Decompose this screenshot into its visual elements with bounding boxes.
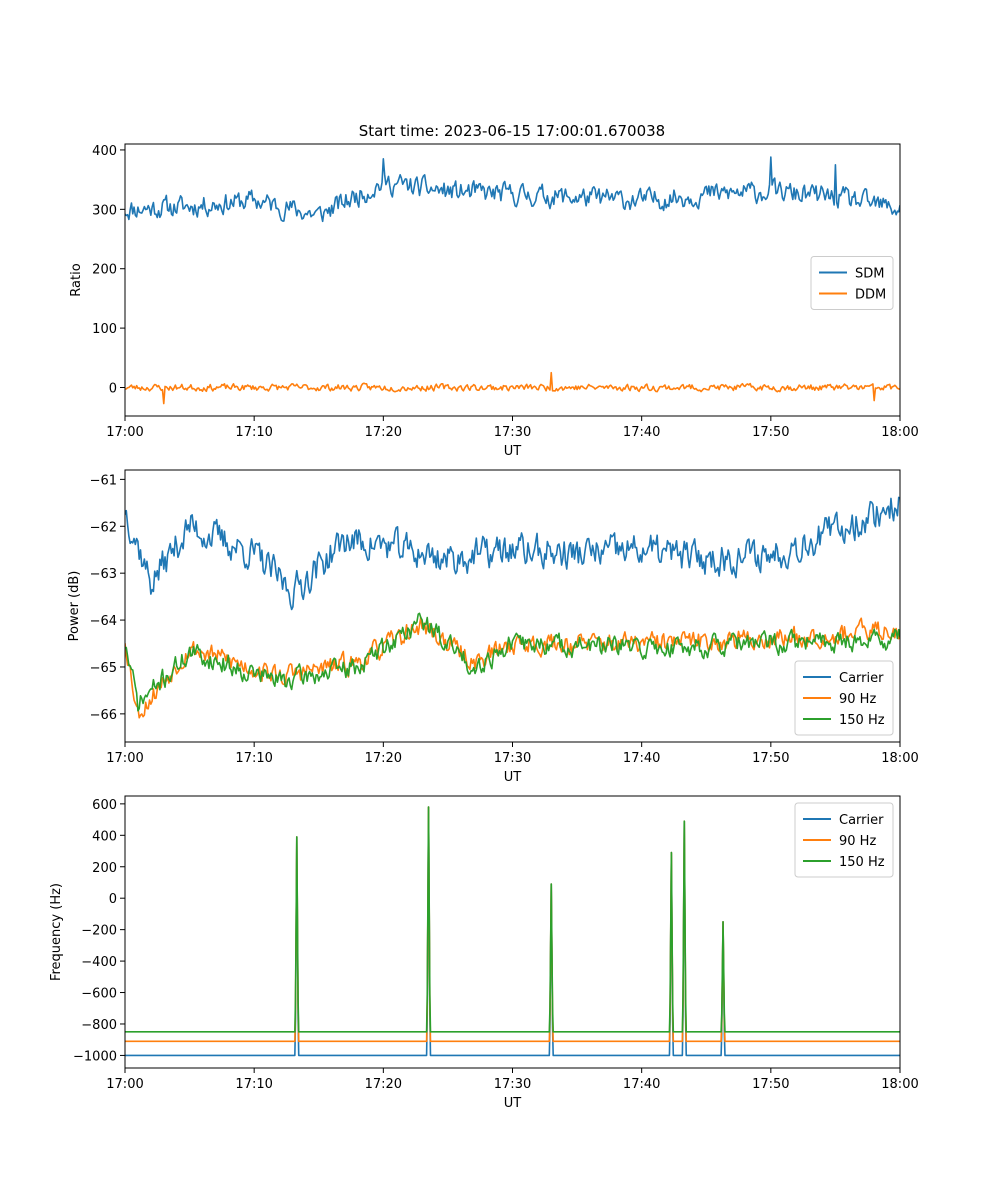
y-axis-label: Ratio	[69, 263, 84, 296]
y-axis-label: Frequency (Hz)	[49, 883, 64, 981]
legend: Carrier 90 Hz 150 Hz	[794, 802, 894, 878]
y-tick-label: −200	[81, 924, 117, 939]
legend: SDM DDM	[810, 256, 894, 310]
x-axis-label: UT	[504, 770, 522, 785]
y-tick-label: −65	[90, 661, 117, 676]
y-tick-label: −61	[90, 473, 117, 488]
x-tick-label: 17:20	[365, 425, 402, 440]
legend-box	[794, 660, 894, 736]
y-tick-label: 0	[109, 381, 117, 396]
axes-frame	[124, 795, 901, 1069]
legend: Carrier 90 Hz 150 Hz	[794, 660, 894, 736]
legend-label: DDM	[855, 288, 886, 303]
x-tick-label: 17:00	[106, 425, 143, 440]
series-line-150-hz	[125, 806, 900, 1033]
power-panel: 17:00 17:10 17:20 17:30 17:40 17:50 18:00 −66 −6…	[67, 469, 919, 785]
legend-label: 150 Hz	[839, 713, 885, 728]
series-line-90-hz	[125, 806, 900, 1043]
x-tick-label: 17:40	[623, 751, 660, 766]
y-tick-label: −600	[81, 987, 117, 1002]
series-line-150-hz	[125, 612, 900, 712]
x-tick-label: 18:00	[881, 751, 918, 766]
y-tick-label: −1000	[73, 1049, 117, 1064]
legend-label: 90 Hz	[839, 834, 876, 849]
x-tick-label: 17:00	[106, 1077, 143, 1092]
y-tick-label: −62	[90, 520, 117, 535]
plot-lines	[125, 806, 900, 1057]
y-tick-label: 200	[92, 263, 117, 278]
y-tick-label: −63	[90, 567, 117, 582]
x-tick-label: 17:00	[106, 751, 143, 766]
x-axis-label: UT	[504, 1096, 522, 1111]
series-line-sdm	[125, 156, 900, 223]
legend-label: SDM	[855, 267, 884, 282]
series-line-90-hz	[125, 616, 900, 719]
y-tick-label: −400	[81, 955, 117, 970]
figure-title: Start time: 2023-06-15 17:00:01.670038	[359, 122, 665, 140]
legend-box	[810, 256, 894, 310]
x-tick-label: 17:40	[623, 1077, 660, 1092]
y-tick-label: −800	[81, 1018, 117, 1033]
y-tick-label: −64	[90, 614, 117, 629]
x-tick-label: 17:10	[235, 425, 272, 440]
plot-lines	[125, 156, 900, 405]
x-tick-label: 17:50	[752, 1077, 789, 1092]
legend-label: 150 Hz	[839, 855, 885, 870]
x-axis-label: UT	[504, 444, 522, 459]
y-tick-label: 600	[92, 798, 117, 813]
x-tick-label: 17:30	[494, 1077, 531, 1092]
x-tick-label: 17:30	[494, 751, 531, 766]
y-tick-label: 0	[109, 892, 117, 907]
plot-lines	[125, 496, 900, 719]
legend-label: 90 Hz	[839, 692, 876, 707]
x-tick-label: 17:20	[365, 751, 402, 766]
y-tick-label: 100	[92, 322, 117, 337]
series-line-ddm	[125, 371, 900, 405]
x-tick-label: 17:50	[752, 751, 789, 766]
y-tick-label: 400	[92, 829, 117, 844]
legend-label: Carrier	[839, 813, 884, 828]
x-tick-label: 17:40	[623, 425, 660, 440]
x-tick-label: 17:10	[235, 751, 272, 766]
series-line-carrier	[125, 496, 900, 611]
y-tick-label: −66	[90, 708, 117, 723]
axes-frame	[124, 469, 901, 743]
y-tick-label: 400	[92, 144, 117, 159]
y-tick-label: 200	[92, 861, 117, 876]
x-tick-label: 17:30	[494, 425, 531, 440]
axes-frame	[124, 143, 901, 417]
ratio-panel: 17:00 17:10 17:20 17:30 17:40 17:50 18:00 0 100 2…	[69, 143, 919, 459]
series-line-carrier	[125, 806, 900, 1057]
frequency-panel: 17:00 17:10 17:20 17:30 17:40 17:50 18:00 −1000…	[49, 795, 919, 1111]
x-tick-label: 17:20	[365, 1077, 402, 1092]
y-tick-label: 300	[92, 203, 117, 218]
x-tick-label: 17:50	[752, 425, 789, 440]
x-tick-label: 18:00	[881, 425, 918, 440]
x-tick-label: 17:10	[235, 1077, 272, 1092]
y-axis-label: Power (dB)	[67, 571, 82, 642]
legend-label: Carrier	[839, 671, 884, 686]
x-tick-label: 18:00	[881, 1077, 918, 1092]
legend-box	[794, 802, 894, 878]
